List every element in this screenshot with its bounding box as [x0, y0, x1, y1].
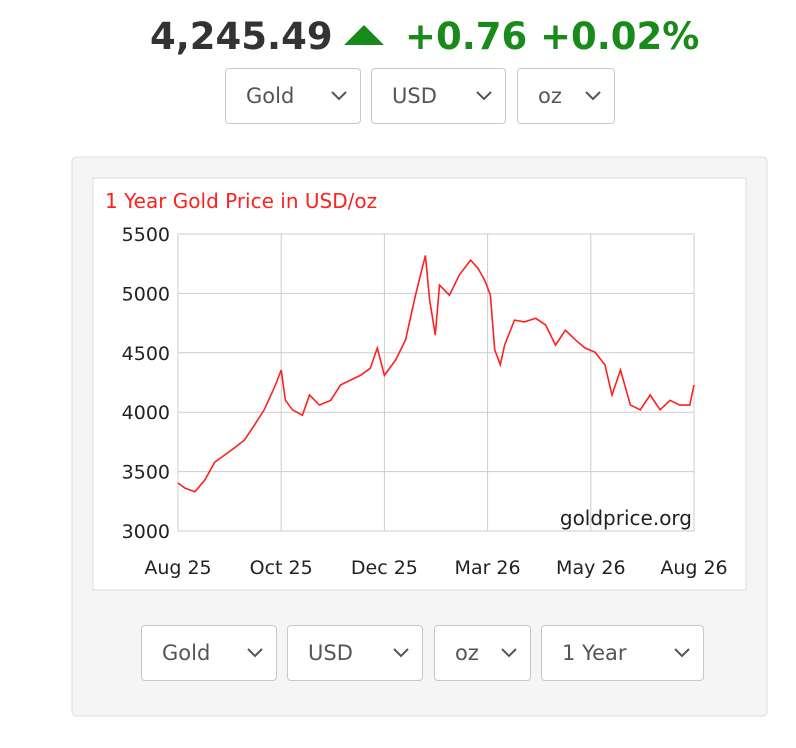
dropdown[interactable]: USD [371, 68, 506, 124]
dropdown-label: USD [308, 641, 353, 665]
y-tick-label: 4500 [122, 343, 170, 365]
dropdown-label: oz [455, 641, 479, 665]
dropdown[interactable]: Gold [225, 68, 361, 124]
dropdown[interactable]: USD [287, 625, 423, 681]
y-tick-label: 5000 [122, 283, 170, 305]
percent: +0.02% [540, 15, 700, 58]
dropdown[interactable]: Gold [141, 625, 277, 681]
chevron [331, 91, 347, 101]
chevron [247, 648, 263, 658]
dropdown-label: USD [392, 84, 437, 108]
x-tick-label: Aug 25 [144, 557, 211, 579]
watermark: goldprice.org [560, 506, 692, 530]
y-tick-label: 3500 [122, 462, 170, 484]
y-tick-label: 3000 [122, 521, 170, 543]
dropdown-label: Gold [246, 84, 295, 108]
dropdown-label: oz [538, 84, 562, 108]
y-tick-label: 4000 [122, 402, 170, 424]
change: +0.76 [405, 15, 528, 58]
y-tick-label: 5500 [122, 224, 170, 246]
chevron [674, 648, 690, 658]
dropdown-label: 1 Year [562, 641, 627, 665]
x-tick-label: Dec 25 [351, 557, 418, 579]
chevron [501, 648, 517, 658]
up-arrow [344, 25, 384, 45]
x-tick-label: May 26 [556, 557, 626, 579]
x-tick-label: Oct 25 [250, 557, 313, 579]
chevron [393, 648, 409, 658]
chart-box [92, 177, 747, 591]
x-tick-label: Aug 26 [660, 557, 727, 579]
chart-title: 1 Year Gold Price in USD/oz [105, 189, 377, 213]
dropdown[interactable]: 1 Year [541, 625, 704, 681]
price-line [177, 255, 695, 493]
chevron [476, 91, 492, 101]
dropdown[interactable]: oz [517, 68, 615, 124]
price: 4,245.49 [150, 15, 333, 58]
chevron [585, 91, 601, 101]
dropdown-label: Gold [162, 641, 211, 665]
x-tick-label: Mar 26 [455, 557, 521, 579]
dropdown[interactable]: oz [434, 625, 531, 681]
